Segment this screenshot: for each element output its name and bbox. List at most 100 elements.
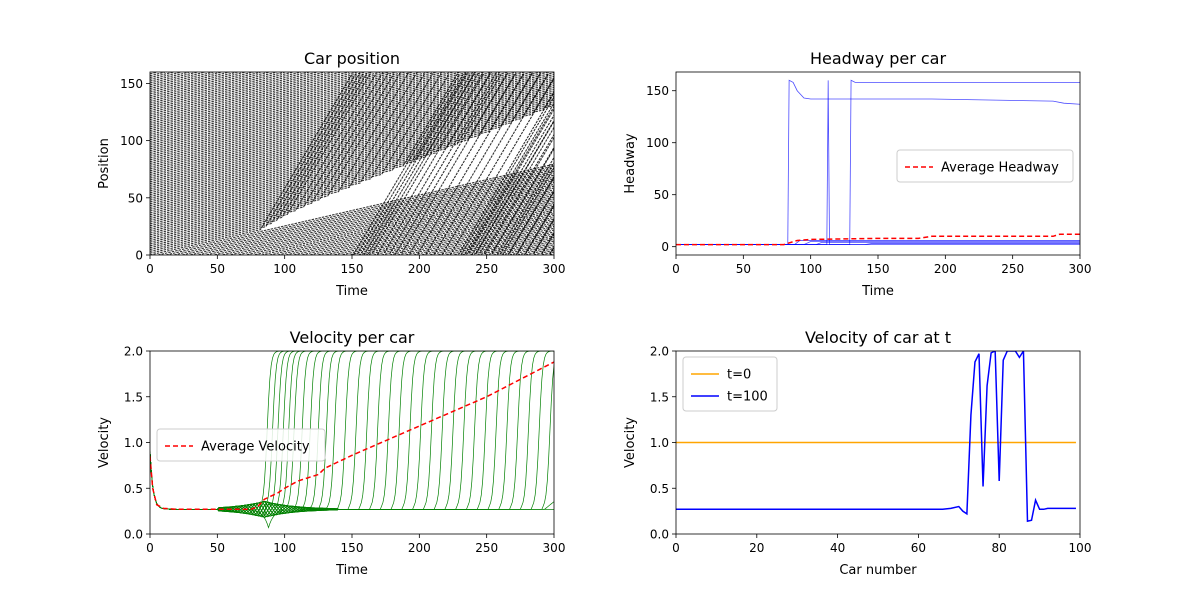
car-trajectory: [475, 120, 554, 254]
car-trajectory: [150, 73, 377, 245]
y-tick-label: 1.5: [650, 390, 669, 404]
chart-title: Car position: [304, 49, 400, 68]
car-trajectory: [533, 218, 554, 254]
car-trajectory: [254, 185, 554, 255]
y-tick-label: 50: [128, 191, 143, 205]
car-trajectory: [150, 72, 365, 122]
car-trajectory: [501, 242, 554, 255]
car-trajectory: [413, 222, 554, 255]
car-trajectory: [350, 207, 554, 255]
car-trajectory: [462, 233, 554, 255]
car-trajectory: [150, 72, 477, 148]
car-trajectory: [397, 218, 554, 255]
car-trajectory: [230, 180, 554, 255]
car-trajectory: [150, 72, 470, 146]
car-trajectory: [261, 187, 554, 255]
car-trajectory: [150, 73, 500, 216]
car-trajectory: [150, 92, 554, 186]
velocity-t100-line: [676, 351, 1076, 523]
car-trajectory: [150, 81, 554, 176]
car-trajectory: [150, 72, 533, 208]
x-tick-label: 50: [210, 541, 225, 555]
car-trajectory: [541, 232, 554, 254]
car-trajectory: [150, 73, 516, 212]
car-trajectory: [470, 235, 554, 255]
car-trajectory: [150, 73, 524, 210]
car-trajectory: [150, 72, 206, 86]
y-tick-label: 150: [646, 84, 669, 98]
y-tick-label: 2.0: [124, 345, 143, 359]
car-trajectory: [421, 224, 554, 255]
headway-line: [676, 243, 1080, 246]
x-axis-label: Time: [335, 563, 368, 578]
y-axis-label: Velocity: [623, 417, 638, 468]
car-trajectory: [150, 101, 554, 196]
y-tick-label: 2.0: [650, 345, 669, 359]
legend-label: t=100: [727, 390, 768, 405]
car-trajectory: [477, 236, 554, 255]
x-tick-label: 60: [911, 541, 926, 555]
car-trajectory: [277, 191, 554, 255]
car-trajectory: [150, 72, 350, 119]
car-trajectory: [150, 72, 550, 205]
car-trajectory: [150, 72, 413, 133]
x-tick-label: 0: [146, 262, 154, 276]
x-tick-label: 200: [408, 262, 431, 276]
car-trajectory: [150, 79, 554, 174]
car-trajectory: [358, 209, 554, 255]
car-trajectory: [150, 88, 554, 183]
x-tick-label: 100: [273, 541, 296, 555]
car-trajectory: [150, 72, 542, 207]
car-trajectory: [246, 183, 554, 255]
car-trajectory: [491, 148, 554, 255]
y-tick-label: 1.0: [124, 436, 143, 450]
y-axis-label: Headway: [623, 133, 638, 194]
x-axis-label: Car number: [839, 563, 917, 578]
car-trajectory: [150, 72, 326, 113]
car-trajectory: [150, 105, 554, 199]
car-trajectory: [150, 72, 389, 128]
car-trajectory: [523, 204, 554, 255]
car-trajectory: [150, 72, 549, 165]
x-tick-label: 0: [672, 262, 680, 276]
car-trajectory: [150, 72, 467, 223]
car-trajectory: [459, 92, 554, 254]
car-trajectory: [150, 72, 277, 102]
legend-label: Average Headway: [941, 161, 1059, 176]
car-trajectory: [150, 72, 418, 234]
car-trajectory: [150, 72, 437, 139]
x-tick-label: 150: [341, 541, 364, 555]
car-trajectory: [381, 214, 554, 255]
headway-lines: [676, 79, 1080, 246]
x-tick-label: 100: [1069, 541, 1092, 555]
x-tick-label: 250: [1001, 262, 1024, 276]
car-trajectory: [150, 73, 554, 168]
car-trajectory: [150, 72, 261, 99]
x-tick-label: 150: [867, 262, 890, 276]
trajectory-lines: [150, 72, 554, 255]
car-trajectory: [174, 167, 554, 255]
car-trajectory: [517, 246, 554, 255]
car-trajectory: [150, 94, 554, 188]
car-trajectory: [150, 72, 372, 247]
y-tick-label: 0.5: [124, 482, 143, 496]
car-trajectory: [150, 91, 554, 201]
car-trajectory: [285, 192, 554, 255]
car-trajectory: [150, 72, 554, 166]
axes-frame: [149, 71, 555, 256]
car-trajectory: [157, 163, 554, 255]
velocity-lines: [150, 351, 554, 529]
x-tick-label: 80: [992, 541, 1007, 555]
car-trajectory: [222, 178, 554, 255]
car-trajectory: [150, 72, 157, 75]
car-trajectory: [389, 216, 554, 255]
x-tick-label: 20: [749, 541, 764, 555]
car-trajectory: [150, 72, 410, 236]
chart-title: Headway per car: [810, 49, 947, 68]
car-trajectory: [454, 231, 554, 255]
car-trajectory: [509, 244, 554, 255]
x-tick-label: 250: [475, 541, 498, 555]
car-trajectory: [485, 238, 554, 255]
car-trajectory: [150, 72, 454, 143]
car-trajectory: [198, 172, 554, 255]
